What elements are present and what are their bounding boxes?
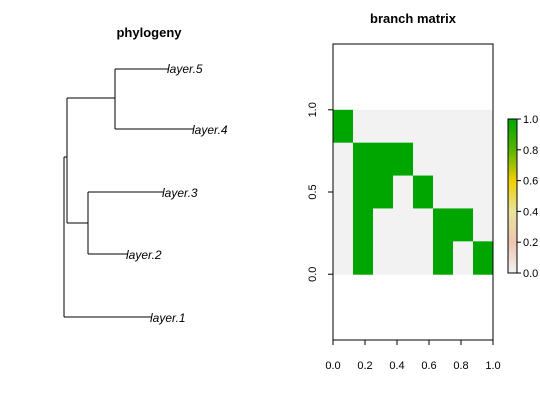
x-tick-label: 0.4 [389,360,404,372]
heatmap-cell [353,241,374,275]
x-tick-label: 1.0 [485,360,500,372]
heatmap-cell [453,241,474,275]
heatmap-cell [333,109,354,144]
heatmap-cell [373,142,394,177]
tip-label: layer.4 [192,123,228,137]
colorbar-tick-label: 1.0 [523,114,538,126]
x-tick-label: 0.8 [453,360,468,372]
heatmap-cell [453,175,474,209]
heatmap-cell [393,241,414,275]
heatmap-cell [393,208,414,242]
heatmap-cell [473,109,494,144]
heatmap-cell [473,241,494,275]
y-tick-label: 0.0 [307,267,319,282]
heatmap-cell [433,208,454,242]
heatmap-cell [413,142,434,177]
heatmap-cell [433,142,454,177]
heatmap-cell [413,241,434,275]
heatmap-cell [473,175,494,209]
heatmap-cell [393,109,414,144]
heatmap-cell [393,175,414,209]
colorbar-tick-label: 0.2 [523,237,538,249]
colorbar-tick-label: 0.4 [523,206,538,218]
heatmap-cell [353,142,374,177]
phylogeny-title: phylogeny [116,25,182,40]
heatmap-cell [333,142,354,177]
heatmap-cell [473,208,494,242]
y-tick-label: 0.5 [307,184,319,199]
heatmap-cell [393,142,414,177]
heatmap-cells [333,109,494,275]
heatmap-cell [453,109,474,144]
tip-label: layer.3 [162,186,198,200]
y-axis: 0.0 0.5 1.0 [307,102,333,282]
tip-label: layer.1 [150,311,186,325]
colorbar-tick-label: 0.6 [523,176,538,188]
heatmap-cell [333,241,354,275]
heatmap-cell [413,208,434,242]
heatmap-cell [433,175,454,209]
x-tick-label: 0.6 [421,360,436,372]
heatmap-cell [433,109,454,144]
heatmap-cell [373,109,394,144]
colorbar-frame [507,118,518,274]
x-axis: 0.0 0.2 0.4 0.6 0.8 1.0 [325,340,501,372]
tip-label: layer.5 [167,62,203,76]
heatmap-cell [433,241,454,275]
color-legend: 0.0 0.2 0.4 0.6 0.8 1.0 [507,114,538,280]
colorbar-tick-label: 0.8 [523,145,538,157]
heatmap-cell [333,208,354,242]
heatmap-cell [453,208,474,242]
heatmap-cell [373,208,394,242]
heatmap-cell [353,208,374,242]
x-tick-label: 0.0 [325,360,340,372]
heatmap-cell [333,175,354,209]
heatmap-cell [413,109,434,144]
matrix-title: branch matrix [370,11,457,26]
heatmap-cell [353,109,374,144]
tip-label: layer.2 [126,248,162,262]
heatmap-cell [373,241,394,275]
y-tick-label: 1.0 [307,102,319,117]
colorbar-tick-label: 0.0 [523,268,538,280]
colorbar-gradient [508,119,517,273]
heatmap-cell [353,175,374,209]
heatmap-cell [453,142,474,177]
x-tick-label: 0.2 [357,360,372,372]
heatmap-cell [473,142,494,177]
heatmap-cell [413,175,434,209]
heatmap-cell [373,175,394,209]
phylogeny-tree: layer.5 layer.4 layer.3 layer.2 layer.1 [63,62,228,325]
